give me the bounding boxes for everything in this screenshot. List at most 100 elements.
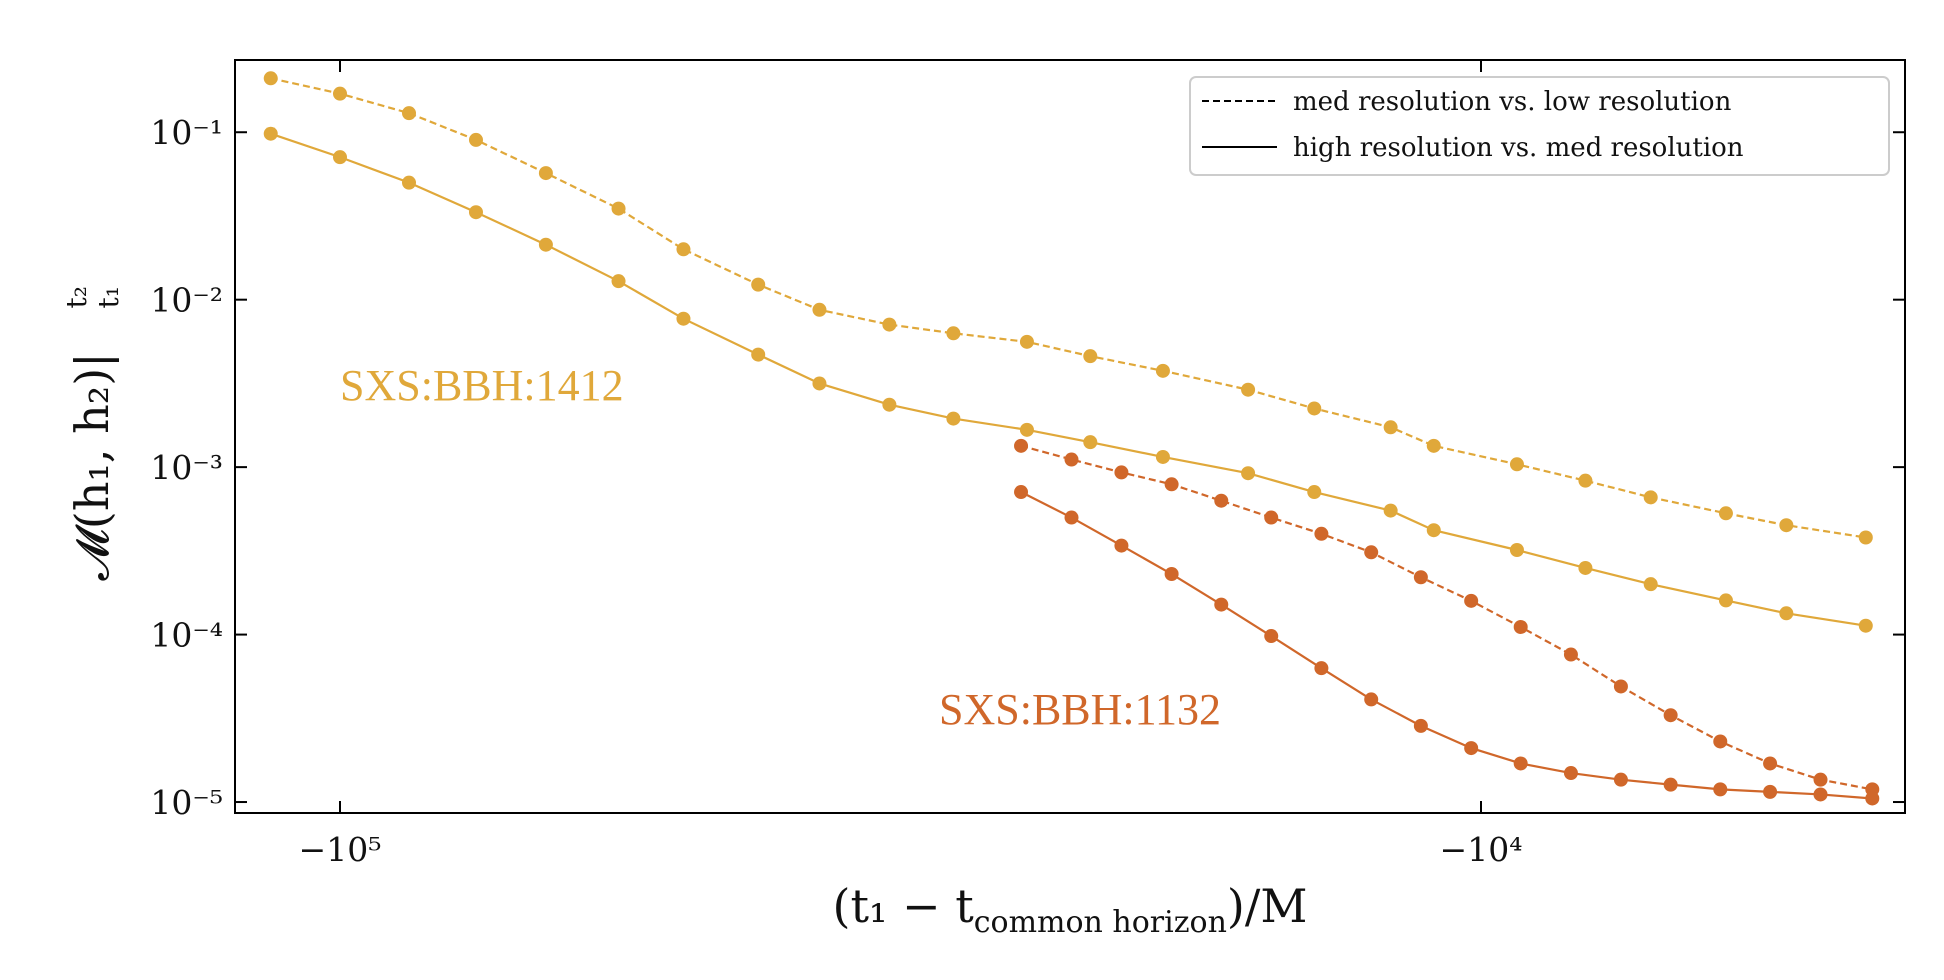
data-point xyxy=(1563,766,1578,781)
data-point xyxy=(1083,349,1098,364)
data-point xyxy=(538,237,553,252)
x-label-tail: )/M xyxy=(1227,879,1308,933)
data-point xyxy=(1513,756,1528,771)
data-point xyxy=(611,201,626,216)
data-point xyxy=(676,311,691,326)
data-point xyxy=(1643,490,1658,505)
data-point xyxy=(1364,545,1379,560)
legend-label: high resolution vs. med resolution xyxy=(1293,133,1744,163)
data-point xyxy=(1713,782,1728,797)
data-point xyxy=(676,242,691,257)
y-axis-label: 𝓜(h₁, h₂)| t₂ t₁ xyxy=(60,286,125,581)
data-point xyxy=(468,132,483,147)
data-point xyxy=(1643,577,1658,592)
data-point xyxy=(1019,422,1034,437)
data-point xyxy=(1718,593,1733,608)
data-point xyxy=(1264,629,1279,644)
data-point xyxy=(1014,485,1029,500)
data-point xyxy=(1413,570,1428,585)
legend-box xyxy=(1189,76,1890,176)
data-point xyxy=(1663,777,1678,792)
data-point xyxy=(1464,741,1479,756)
plot-frame xyxy=(234,59,1906,814)
data-point xyxy=(1114,465,1129,480)
data-point xyxy=(1858,530,1873,545)
data-point xyxy=(1426,438,1441,453)
data-point xyxy=(812,376,827,391)
data-point xyxy=(263,71,278,86)
data-point xyxy=(1663,708,1678,723)
series-line xyxy=(270,77,1866,539)
series-line xyxy=(1020,491,1873,800)
data-point xyxy=(1307,401,1322,416)
data-point xyxy=(1314,526,1329,541)
series-annotation: SXS:BBH:1412 xyxy=(340,361,624,410)
data-point xyxy=(1779,518,1794,533)
data-point xyxy=(1865,791,1880,806)
data-point xyxy=(1241,466,1256,481)
data-point xyxy=(1779,606,1794,621)
y-label-sub: t₁ xyxy=(92,286,125,308)
data-point xyxy=(1763,756,1778,771)
data-point xyxy=(1264,510,1279,525)
y-tick-label: 10⁻¹ xyxy=(150,113,223,152)
data-point xyxy=(538,166,553,181)
data-point xyxy=(751,347,766,362)
data-point xyxy=(1578,560,1593,575)
data-point xyxy=(1064,510,1079,525)
data-point xyxy=(1064,452,1079,467)
series-line xyxy=(270,132,1866,627)
data-point xyxy=(1563,647,1578,662)
data-point xyxy=(332,150,347,165)
data-point xyxy=(1464,593,1479,608)
data-point xyxy=(1214,493,1229,508)
y-tick-label: 10⁻³ xyxy=(150,448,223,487)
data-point xyxy=(1383,420,1398,435)
data-point xyxy=(1155,449,1170,464)
data-point xyxy=(812,302,827,317)
data-point xyxy=(263,126,278,141)
data-point xyxy=(1858,618,1873,633)
data-point xyxy=(1413,718,1428,733)
data-point xyxy=(1813,787,1828,802)
data-point xyxy=(1014,438,1029,453)
data-point xyxy=(1513,619,1528,634)
data-point xyxy=(332,86,347,101)
series-annotation: SXS:BBH:1132 xyxy=(939,685,1221,734)
data-point xyxy=(1241,382,1256,397)
y-tick-label: 10⁻⁴ xyxy=(150,616,223,655)
data-point xyxy=(1813,772,1828,787)
data-point xyxy=(1713,734,1728,749)
data-point xyxy=(1613,679,1628,694)
data-point xyxy=(468,205,483,220)
data-point xyxy=(1214,597,1229,612)
data-point xyxy=(751,277,766,292)
x-label-sub: common horizon xyxy=(974,905,1227,940)
data-point xyxy=(611,274,626,289)
y-label-sup: t₂ xyxy=(60,286,93,308)
data-point xyxy=(1578,473,1593,488)
data-point xyxy=(1314,661,1329,676)
data-point xyxy=(402,106,417,121)
data-point xyxy=(1509,457,1524,472)
data-point xyxy=(1019,334,1034,349)
data-point xyxy=(946,411,961,426)
data-point xyxy=(1164,477,1179,492)
data-point xyxy=(1426,523,1441,538)
y-tick-label: 10⁻⁵ xyxy=(150,783,223,822)
x-axis-label: (t₁ − tcommon horizon)/M xyxy=(833,879,1308,940)
y-tick-label: 10⁻² xyxy=(150,281,223,320)
data-point xyxy=(1383,503,1398,518)
series-line xyxy=(1020,444,1873,791)
data-point xyxy=(1613,772,1628,787)
data-point xyxy=(1114,538,1129,553)
data-point xyxy=(1763,784,1778,799)
data-point xyxy=(882,397,897,412)
data-point xyxy=(1164,567,1179,582)
data-point xyxy=(1718,506,1733,521)
data-point xyxy=(946,326,961,341)
data-point xyxy=(1509,542,1524,557)
x-tick-label: −10⁴ xyxy=(1440,830,1523,869)
